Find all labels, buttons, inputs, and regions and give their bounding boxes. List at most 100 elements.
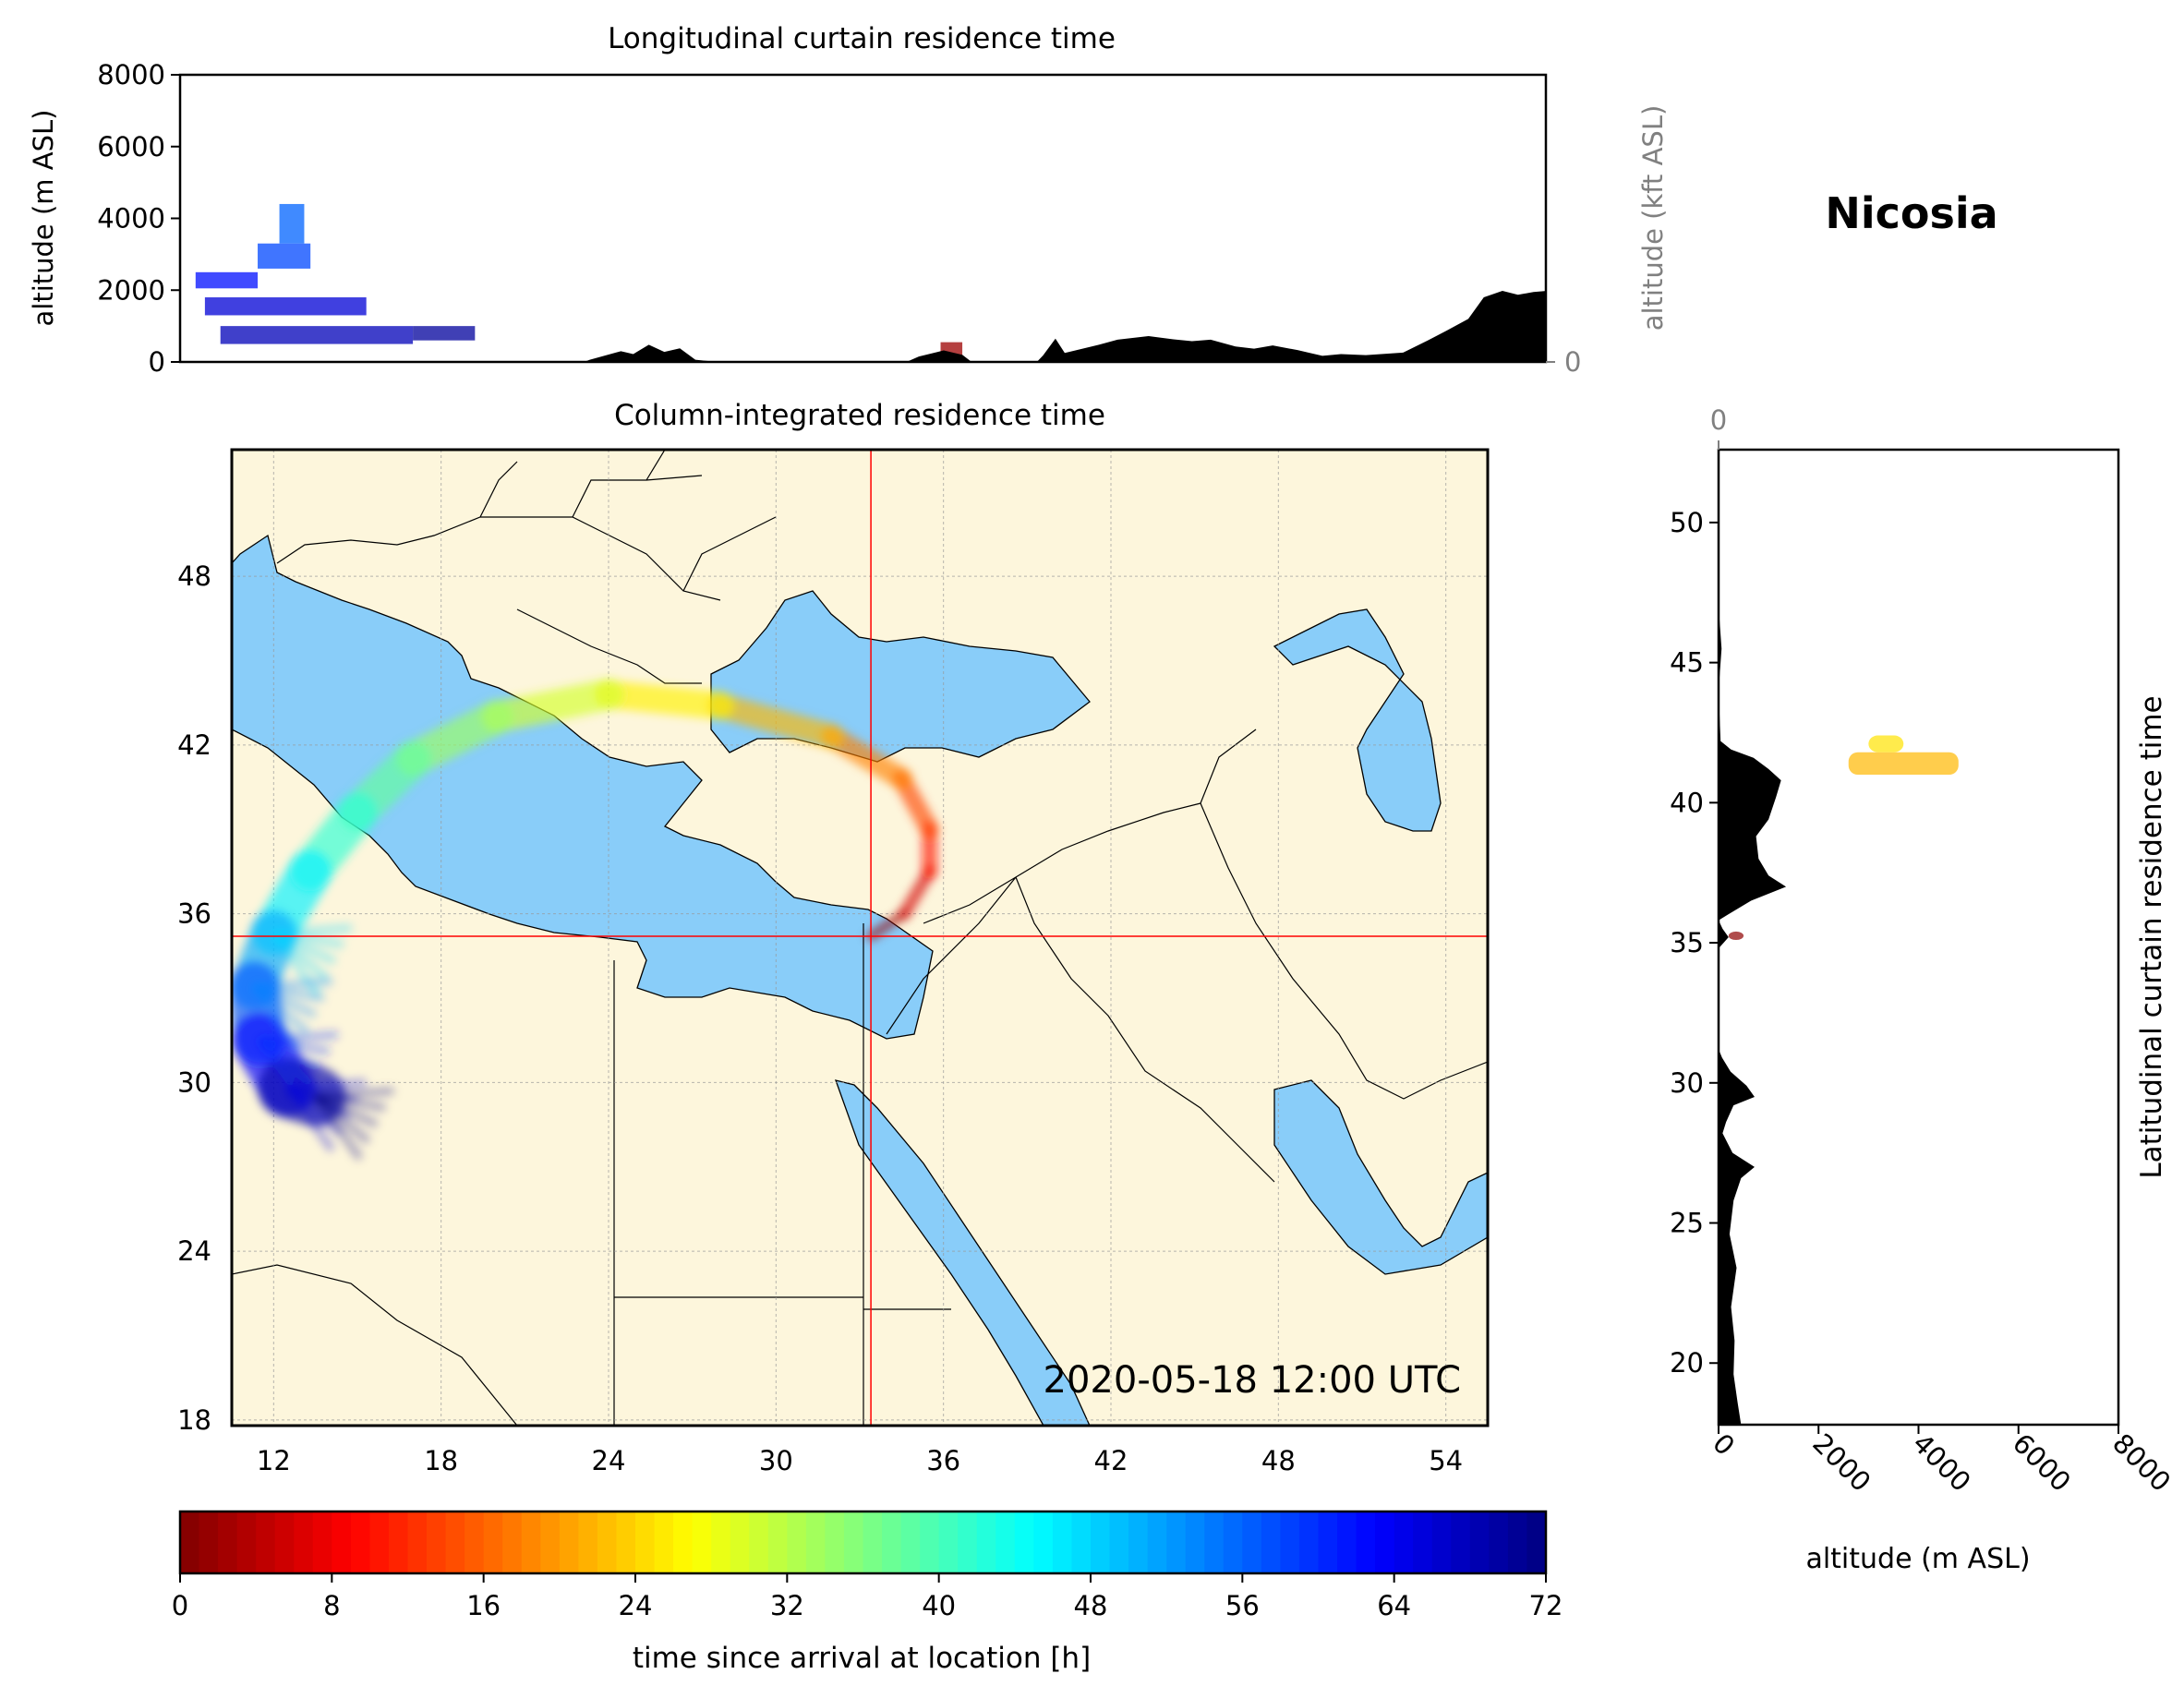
longitudinal-ytick-label: 2000 — [97, 274, 165, 306]
trajectory-plume — [232, 679, 939, 1161]
latitudinal-terrain-profile — [1719, 450, 1787, 1425]
colorbar-swatch — [730, 1511, 750, 1573]
colorbar-swatch — [597, 1511, 618, 1573]
colorbar-swatch — [236, 1511, 257, 1573]
persian-gulf — [1273, 1079, 1488, 1275]
border-north-africa — [232, 923, 951, 1426]
longitudinal-ytick-label: 4000 — [97, 203, 165, 235]
longitudinal-ytick-label: 8000 — [97, 59, 165, 90]
red-sea — [834, 1079, 1091, 1426]
colorbar-ticks: 0 8 16 24 32 40 48 56 64 72 — [172, 1573, 1563, 1621]
latitudinal-plot-frame — [1717, 448, 2120, 1427]
map-ytick-label: 30 — [177, 1066, 211, 1098]
colorbar-swatch — [882, 1511, 902, 1573]
colorbar-tick-label: 48 — [1074, 1590, 1108, 1621]
colorbar-swatch — [1526, 1511, 1547, 1573]
colorbar-swatch — [256, 1511, 276, 1573]
longitudinal-y-ticks: 0 2000 4000 6000 8000 — [97, 59, 180, 378]
latitudinal-residence-cell — [1848, 752, 1959, 775]
trajectory-streak — [253, 977, 333, 991]
latitudinal-residence-cell — [1728, 931, 1744, 941]
colorbar-swatch — [1375, 1511, 1395, 1573]
colorbar-swatch — [1280, 1511, 1300, 1573]
trajectory-segment — [481, 679, 624, 733]
latitudinal-x2tick-label: 0 — [1710, 404, 1727, 436]
colorbar-swatch — [407, 1511, 428, 1573]
colorbar-swatch — [1394, 1511, 1414, 1573]
colorbar-swatch — [1261, 1511, 1282, 1573]
colorbar-swatch — [427, 1511, 447, 1573]
colorbar-swatch — [1507, 1511, 1528, 1573]
colorbar-swatch — [1147, 1511, 1167, 1573]
colorbar-tick-label: 64 — [1377, 1590, 1411, 1621]
map-xtick-label: 18 — [424, 1445, 458, 1476]
colorbar-swatch — [1451, 1511, 1471, 1573]
colorbar-frame — [178, 1510, 1548, 1575]
colorbar-swatch — [1052, 1511, 1073, 1573]
colorbar-swatch — [1413, 1511, 1433, 1573]
latitudinal-xtick-label: 2000 — [1806, 1427, 1876, 1498]
longitudinal-terrain-profile — [180, 291, 1546, 362]
colorbar-swatch — [1014, 1511, 1034, 1573]
colorbar-swatch — [767, 1511, 788, 1573]
colorbar-swatch — [1242, 1511, 1262, 1573]
latitudinal-ytick-label: 40 — [1670, 787, 1704, 818]
colorbar-swatch — [218, 1511, 238, 1573]
latitudinal-x2-ticks: 050100 — [1710, 404, 1727, 450]
latitudinal-xtick-label: 8000 — [2106, 1427, 2177, 1498]
map-xtick-label: 30 — [759, 1445, 793, 1476]
longitudinal-residence-cell — [195, 271, 259, 289]
latitudinal-gridlines — [1718, 450, 1719, 1425]
colorbar-label: time since arrival at location [h] — [633, 1642, 1091, 1675]
colorbar-swatch — [654, 1511, 674, 1573]
colorbar-swatch — [938, 1511, 959, 1573]
trajectory-segment — [707, 692, 845, 750]
latitudinal-title: Latitudinal curtain residence time — [2135, 695, 2168, 1178]
map-xtick-label: 42 — [1094, 1445, 1128, 1476]
colorbar-swatch — [616, 1511, 636, 1573]
colorbar-swatch — [1489, 1511, 1509, 1573]
trajectory-segment — [866, 909, 910, 941]
colorbar-swatch — [843, 1511, 864, 1573]
longitudinal-residence-cell — [413, 326, 476, 341]
trajectory-segment — [821, 726, 912, 790]
border-middle-east — [886, 729, 1275, 1183]
latitudinal-ytick-label: 50 — [1670, 507, 1704, 538]
colorbar-swatch — [635, 1511, 656, 1573]
longitudinal-title: Longitudinal curtain residence time — [608, 22, 1116, 55]
latitudinal-ytick-label: 45 — [1670, 647, 1704, 679]
trajectory-streak — [273, 923, 353, 937]
colorbar-swatch — [673, 1511, 694, 1573]
map-xtick-label: 36 — [926, 1445, 960, 1476]
colorbar-swatch — [1223, 1511, 1243, 1573]
colorbar-swatch — [1298, 1511, 1320, 1573]
colorbar-tick-label: 8 — [323, 1590, 340, 1621]
longitudinal-residence-cell — [279, 203, 305, 244]
latitudinal-y-ticks: 20 25 30 35 40 45 50 — [1670, 507, 1719, 1379]
colorbar-swatch — [312, 1511, 332, 1573]
latitudinal-residence-cells — [1728, 735, 1959, 941]
caspian-sea — [1273, 608, 1442, 832]
colorbar-swatch — [1033, 1511, 1054, 1573]
colorbar-swatch — [369, 1511, 390, 1573]
colorbar-swatch — [1356, 1511, 1376, 1573]
colorbar-swatch — [1318, 1511, 1338, 1573]
map-ytick-label: 42 — [177, 729, 211, 761]
latitudinal-residence-cell — [1868, 735, 1904, 753]
trajectory-segment — [595, 680, 734, 720]
longitudinal-ylabel: altitude (m ASL) — [28, 110, 59, 327]
colorbar-swatch — [1204, 1511, 1225, 1573]
map-ytick-label: 18 — [177, 1404, 211, 1436]
colorbar-swatch — [1109, 1511, 1129, 1573]
longitudinal-residence-cells — [195, 203, 963, 359]
map-xtick-label: 24 — [592, 1445, 626, 1476]
map-frame — [230, 448, 1490, 1427]
colorbar-swatch — [199, 1511, 219, 1573]
colorbar-tick-label: 0 — [172, 1590, 188, 1621]
timestamp-label: 2020-05-18 12:00 UTC — [1044, 1359, 1461, 1402]
mediterranean-sea — [232, 534, 934, 1040]
border-iran — [1200, 802, 1488, 1100]
colorbar-swatch — [995, 1511, 1016, 1573]
colorbar-swatches — [180, 1511, 1547, 1573]
colorbar-swatch — [1091, 1511, 1111, 1573]
